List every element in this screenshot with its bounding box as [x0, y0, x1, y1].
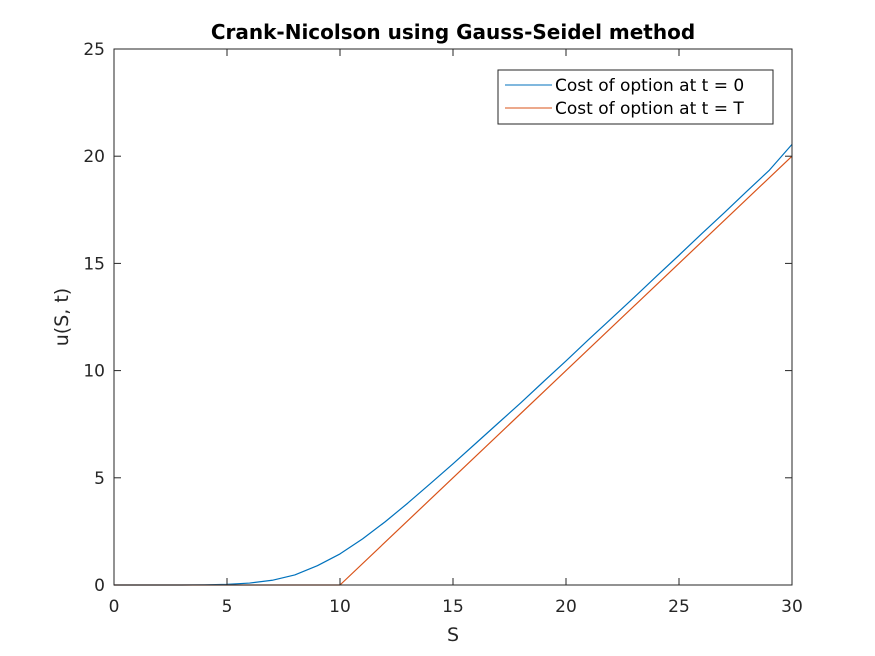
x-tick-label: 25: [668, 597, 690, 617]
x-tick-label: 0: [109, 597, 120, 617]
y-tick-label: 5: [94, 469, 105, 489]
plot-area: [114, 49, 792, 585]
y-tick-label: 0: [94, 576, 105, 596]
y-tick-label: 25: [83, 40, 105, 60]
x-tick-label: 5: [222, 597, 233, 617]
legend-label-t0: Cost of option at t = 0: [555, 76, 744, 96]
x-tick-label: 15: [442, 597, 464, 617]
x-tick-label: 30: [781, 597, 803, 617]
y-tick-label: 20: [83, 147, 105, 167]
plot-frame: [113, 48, 793, 586]
legend-box: [497, 69, 774, 125]
legend-label-tT: Cost of option at t = T: [555, 99, 744, 119]
chart-title: Crank-Nicolson using Gauss-Seidel method: [211, 20, 695, 44]
x-tick-label: 10: [329, 597, 351, 617]
x-axis-label: S: [447, 624, 459, 646]
x-tick-label: 20: [555, 597, 577, 617]
legend: Cost of option at t = 0 Cost of option a…: [497, 69, 774, 125]
y-tick-label: 10: [83, 362, 105, 382]
y-axis-label: u(S, t): [51, 288, 73, 346]
y-tick-label: 15: [83, 254, 105, 274]
ticks-layer: 0 5 10 15 20 25 30 0 5 10 15 20 25: [83, 40, 802, 617]
